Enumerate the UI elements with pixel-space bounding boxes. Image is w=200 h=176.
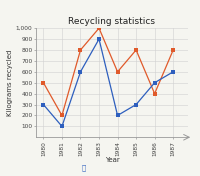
- Text: 🔊: 🔊: [82, 165, 86, 171]
- Title: Recycling statistics: Recycling statistics: [68, 17, 156, 26]
- Y-axis label: Kilograms recycled: Kilograms recycled: [7, 49, 13, 116]
- X-axis label: Year: Year: [105, 157, 119, 163]
